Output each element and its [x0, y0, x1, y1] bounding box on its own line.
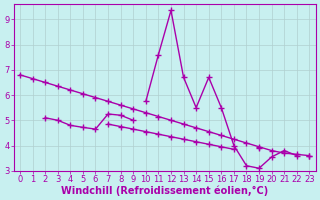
X-axis label: Windchill (Refroidissement éolien,°C): Windchill (Refroidissement éolien,°C): [61, 185, 268, 196]
